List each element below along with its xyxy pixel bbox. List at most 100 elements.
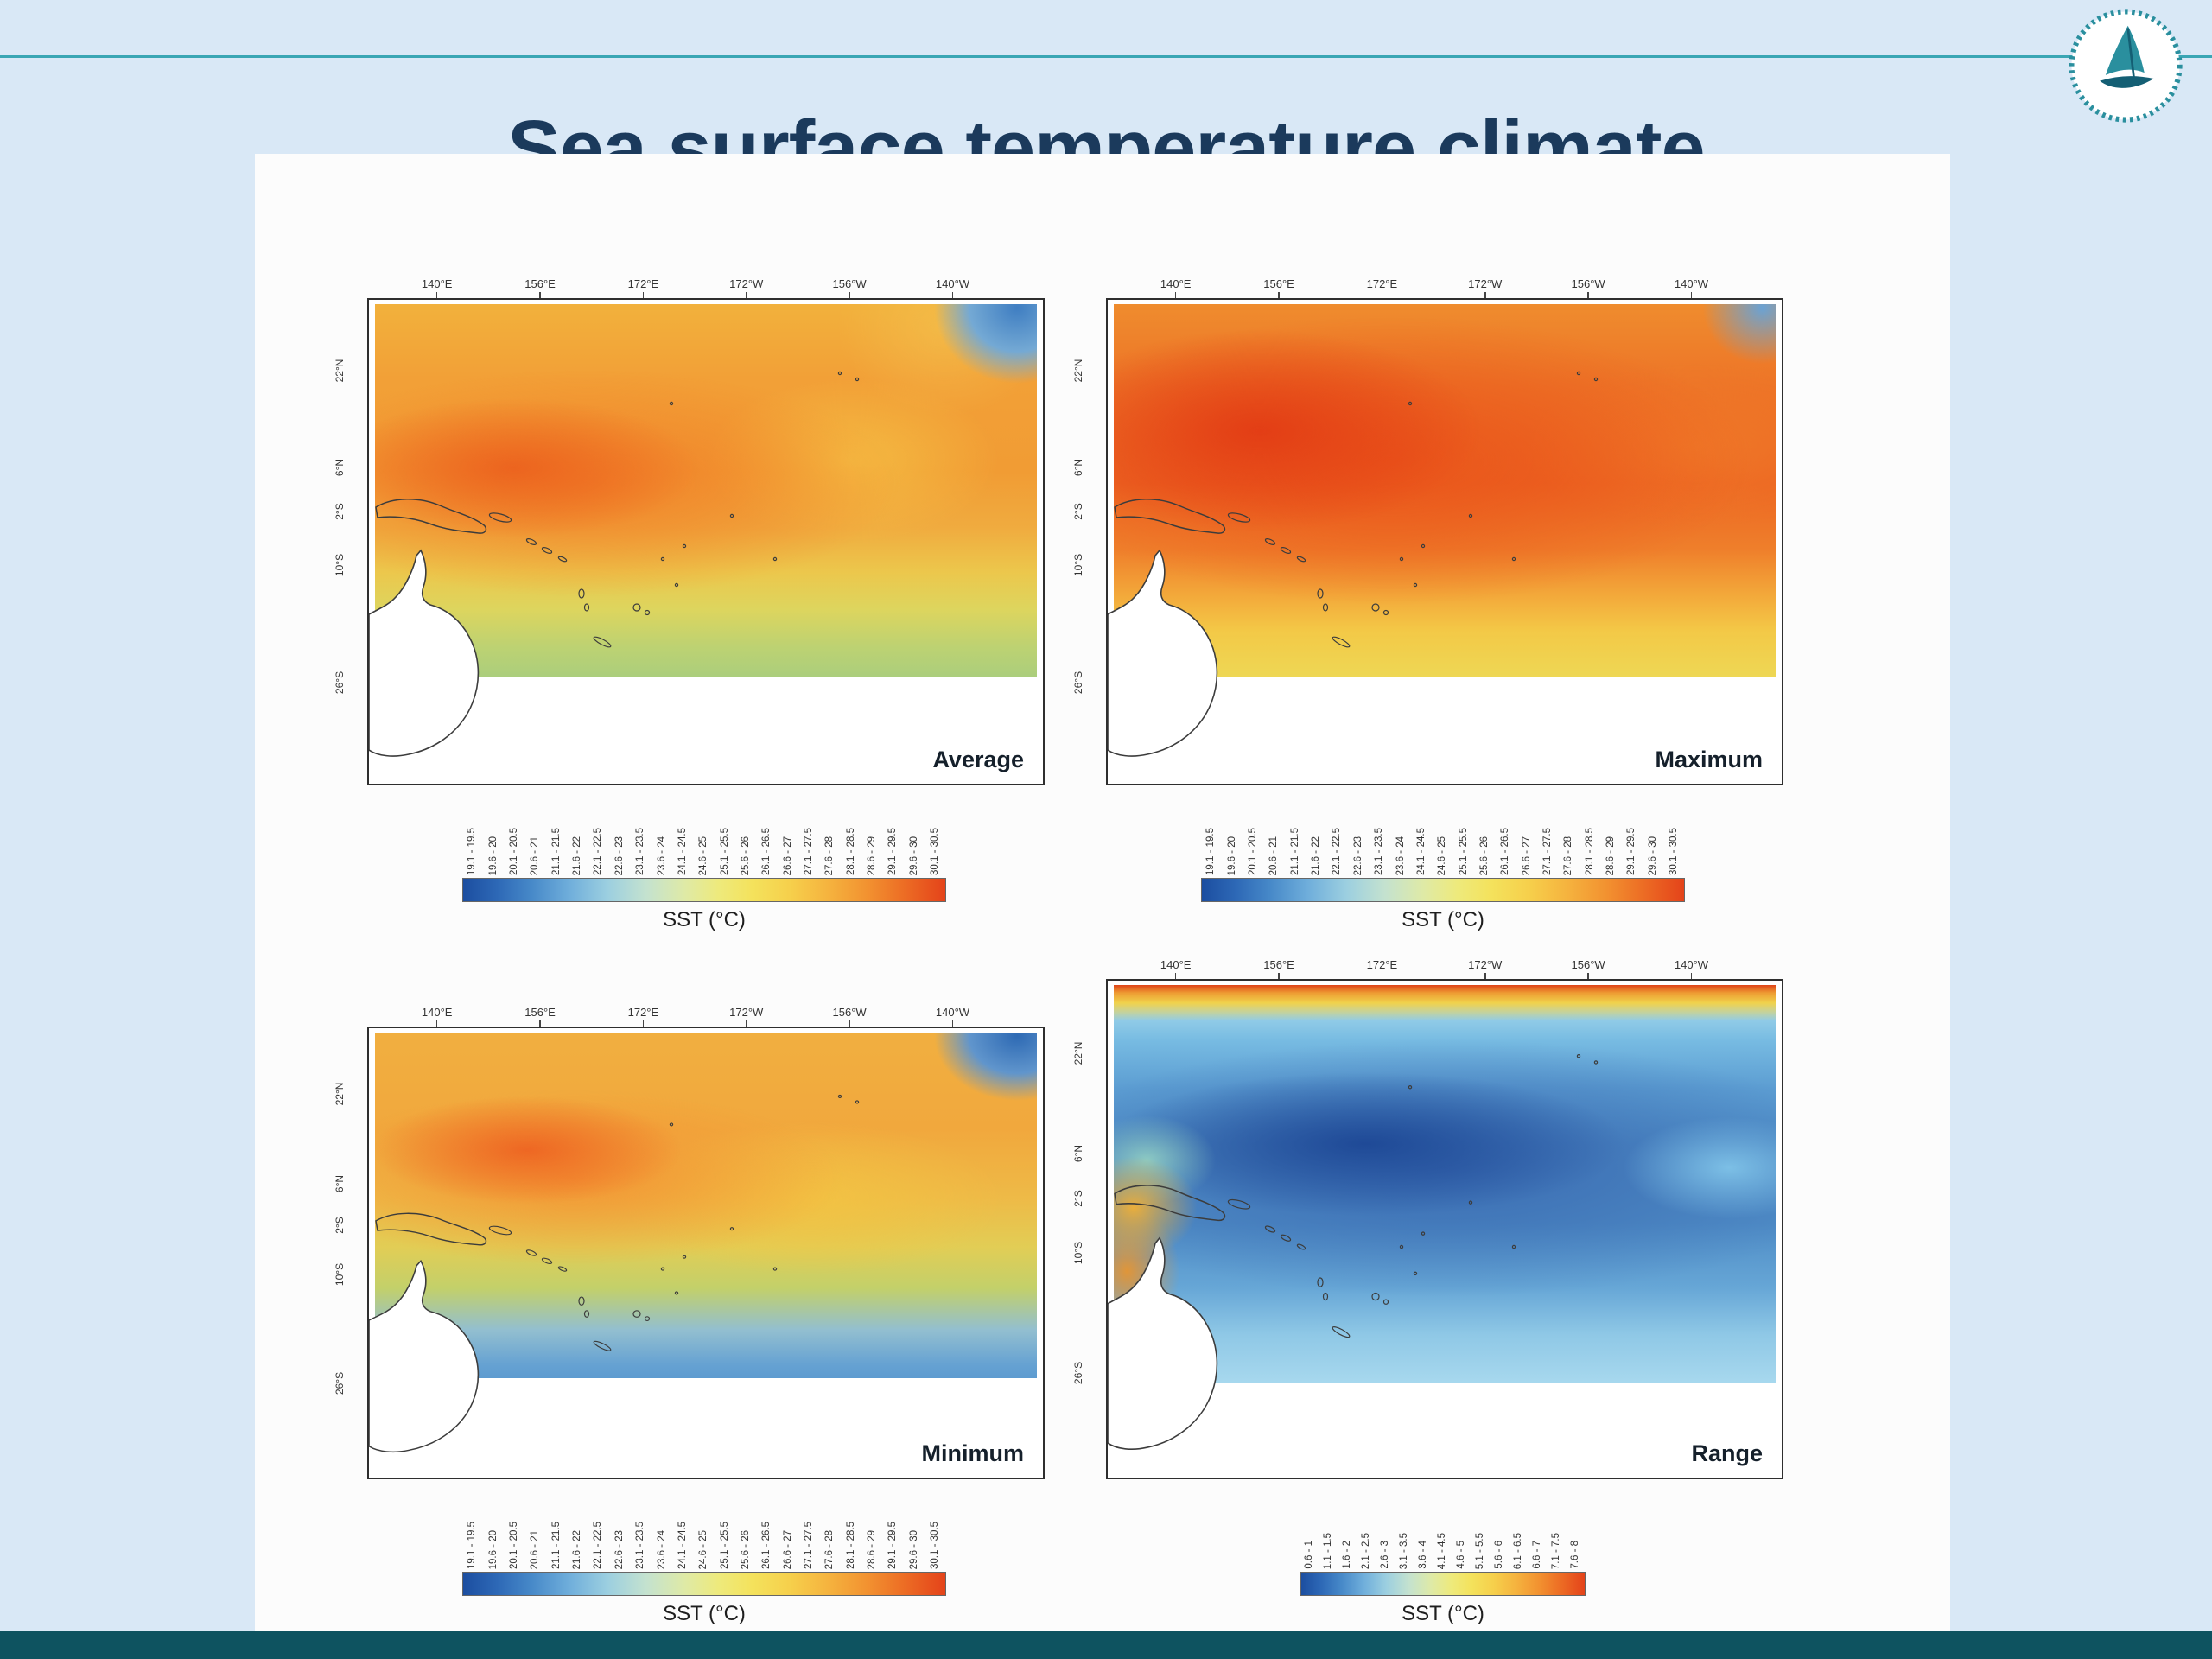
panel-title: Average [932,747,1024,772]
longitude-tick-label: 140°W [901,259,1004,298]
coastline-overlay [1108,1054,1599,1450]
colorbar-gradient [462,1572,946,1596]
latitude-tick-label: 22°N [334,1082,346,1105]
coastline-overlay [369,1094,860,1453]
colorbar-tick-label: 5.1 - 5.5 [1475,1532,1486,1569]
header-rule [0,55,2212,58]
map-plot-area: Range [1106,979,1783,1479]
colorbar-tick-label: 28.6 - 29 [1605,836,1616,875]
colorbar-tick-label: 4.1 - 4.5 [1437,1532,1448,1569]
latitude-tick-label: 22°N [1072,359,1084,382]
colorbar-tick-row: 19.1 - 19.5 19.6 - 20 20.1 - 20.5 20.6 - 21… [462,799,946,875]
colorbar-tick-label: 24.1 - 24.5 [677,1522,688,1569]
colorbar-tick-label: 20.6 - 21 [1268,836,1280,875]
colorbar-tick-label: 0.6 - 1 [1304,1541,1315,1569]
colorbar-tick-label: 28.1 - 28.5 [845,828,856,875]
colorbar-tick-label: 21.1 - 21.5 [550,828,562,875]
colorbar-tick-label: 19.6 - 20 [487,1529,499,1569]
longitude-tick-label: 140°E [1124,259,1227,298]
colorbar-tick-label: 22.1 - 22.5 [593,828,604,875]
longitude-tick-label: 140°W [901,988,1004,1027]
colorbar-tick-label: 24.6 - 25 [698,836,709,875]
colorbar-tick-label: 26.6 - 27 [1521,836,1532,875]
longitude-tick-label: 172°E [592,259,695,298]
colorbar-tick-label: 20.6 - 21 [530,1529,541,1569]
latitude-axis: 22°N 6°N 2°S 10°S 26°S [315,298,367,785]
colorbar-tick-label: 27.1 - 27.5 [803,828,814,875]
colorbar-tick-label: 26.6 - 27 [782,1529,793,1569]
colorbar-tick-label: 29.6 - 30 [1647,836,1658,875]
map-panel-average: 140°E 156°E 172°E 172°W 156°W 140°W 22°N 6°N 2°… [315,259,1045,932]
latitude-tick-label: 22°N [334,359,346,382]
latitude-tick-label: 26°S [1072,671,1084,694]
map-plot-area: Maximum [1106,298,1783,785]
colorbar-tick-label: 19.6 - 20 [487,836,499,875]
colorbar-tick-label: 29.6 - 30 [908,836,919,875]
longitude-axis: 140°E 156°E 172°E 172°W 156°W 140°W [1106,940,1780,979]
colorbar-tick-label: 27.1 - 27.5 [1541,828,1553,875]
colorbar-tick-label: 30.1 - 30.5 [929,1522,940,1569]
colorbar-tick-label: 1.6 - 2 [1342,1541,1353,1569]
colorbar-tick-label: 30.1 - 30.5 [1668,828,1679,875]
coastline-overlay [369,371,860,757]
colorbar-tick-label: 29.1 - 29.5 [887,828,899,875]
panel-title: Range [1691,1440,1763,1466]
colorbar-tick-label: 28.6 - 29 [866,1529,877,1569]
longitude-tick-label: 156°E [1227,259,1330,298]
colorbar-tick-label: 21.1 - 21.5 [1289,828,1300,875]
latitude-tick-label: 10°S [1072,1242,1084,1265]
longitude-tick-label: 172°E [592,988,695,1027]
longitude-tick-label: 140°W [1640,940,1743,979]
colorbar-tick-label: 27.6 - 28 [824,1529,836,1569]
colorbar-tick-row: 0.6 - 1 1.1 - 1.5 1.6 - 2 2.1 - 2.5 2.6 - 3 3… [1300,1493,1586,1569]
colorbar-tick-label: 25.1 - 25.5 [1458,828,1469,875]
colorbar-tick-label: 6.1 - 6.5 [1513,1532,1524,1569]
colorbar-tick-label: 7.6 - 8 [1570,1541,1581,1569]
colorbar-tick-label: 27.6 - 28 [1563,836,1574,875]
colorbar-maximum: 19.1 - 19.5 19.6 - 20 20.1 - 20.5 20.6 - 21… [1106,799,1780,932]
colorbar-tick-label: 20.1 - 20.5 [1248,828,1259,875]
longitude-tick-label: 172°W [1433,940,1536,979]
sst-heatmap-maximum [1114,304,1776,677]
longitude-tick-label: 172°W [1433,259,1536,298]
map-panel-range: 140°E 156°E 172°E 172°W 156°W 140°W 22°N 6°N 2°… [1054,940,1783,1626]
colorbar-gradient [1300,1572,1586,1596]
colorbar-gradient [1201,878,1685,902]
colorbar-tick-label: 19.1 - 19.5 [467,828,478,875]
latitude-tick-label: 2°S [1072,503,1084,520]
coastline-overlay [1108,371,1599,757]
colorbar-tick-label: 29.1 - 29.5 [887,1522,899,1569]
colorbar-tick-row: 19.1 - 19.5 19.6 - 20 20.1 - 20.5 20.6 - 21… [1201,799,1685,875]
footer-bar [0,1631,2212,1659]
colorbar-tick-label: 29.6 - 30 [908,1529,919,1569]
colorbar-tick-label: 1.1 - 1.5 [1323,1532,1334,1569]
colorbar-tick-label: 19.1 - 19.5 [1205,828,1217,875]
latitude-axis: 22°N 6°N 2°S 10°S 26°S [1054,979,1106,1479]
colorbar-tick-label: 4.6 - 5 [1456,1541,1467,1569]
colorbar-tick-label: 29.1 - 29.5 [1626,828,1637,875]
slide-content-panel: 140°E 156°E 172°E 172°W 156°W 140°W 22°N 6°N 2°… [255,154,1950,1631]
colorbar-tick-label: 24.1 - 24.5 [677,828,688,875]
latitude-tick-label: 26°S [1072,1362,1084,1385]
colorbar-unit-label: SST (°C) [663,1602,746,1625]
colorbar-tick-label: 25.6 - 26 [740,1529,751,1569]
colorbar-tick-label: 20.1 - 20.5 [509,1522,520,1569]
longitude-tick-label: 156°W [798,259,900,298]
colorbar-tick-label: 23.6 - 24 [656,836,667,875]
colorbar-tick-label: 3.6 - 4 [1418,1541,1429,1569]
longitude-axis: 140°E 156°E 172°E 172°W 156°W 140°W [367,259,1041,298]
colorbar-tick-label: 23.6 - 24 [656,1529,667,1569]
colorbar-tick-label: 26.1 - 26.5 [1500,828,1511,875]
latitude-tick-label: 26°S [334,671,346,694]
longitude-axis: 140°E 156°E 172°E 172°W 156°W 140°W [1106,259,1780,298]
colorbar-unit-label: SST (°C) [1402,1602,1484,1625]
colorbar-tick-label: 26.1 - 26.5 [761,1522,772,1569]
map-plot-area: Minimum [367,1027,1045,1479]
map-panel-minimum: 140°E 156°E 172°E 172°W 156°W 140°W 22°N 6°N 2°… [315,988,1045,1626]
colorbar-tick-label: 25.6 - 26 [1478,836,1490,875]
colorbar-tick-label: 28.6 - 29 [866,836,877,875]
colorbar-tick-label: 24.1 - 24.5 [1415,828,1427,875]
latitude-axis: 22°N 6°N 2°S 10°S 26°S [315,1027,367,1479]
longitude-tick-label: 140°E [385,988,488,1027]
latitude-tick-label: 6°N [1072,1144,1084,1162]
